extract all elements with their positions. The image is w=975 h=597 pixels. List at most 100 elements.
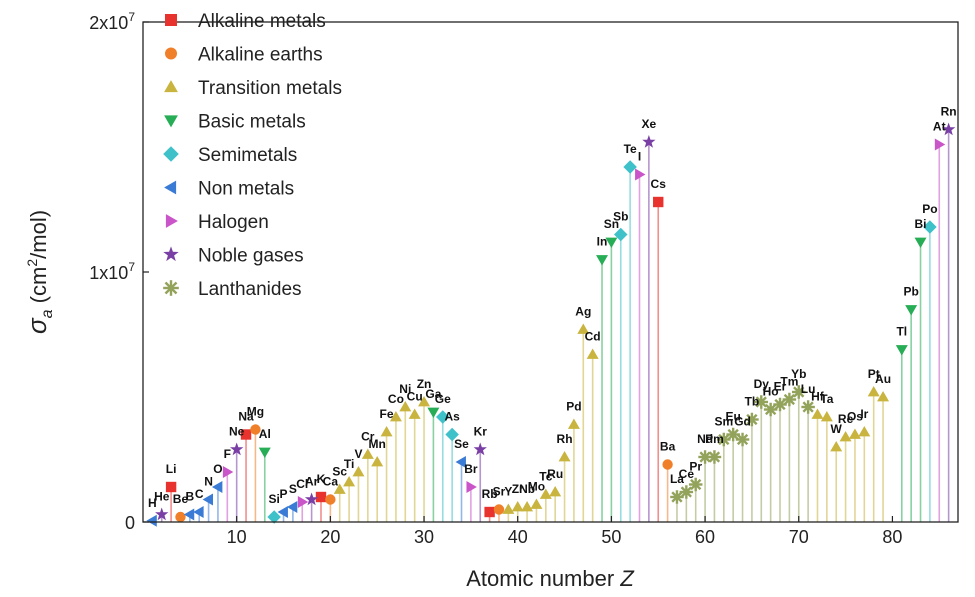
marker-transition-metals-zr (511, 501, 524, 512)
x-tick-label: 20 (320, 527, 340, 547)
marker-basic-metals-pb (905, 305, 918, 316)
element-label-ba: Ba (660, 440, 676, 454)
element-label-ca: Ca (323, 475, 339, 489)
x-tick-label: 50 (601, 527, 621, 547)
x-tick-label: 10 (227, 527, 247, 547)
legend-label-noble-gases: Noble gases (198, 246, 304, 267)
marker-lanthanides-eu (726, 427, 740, 442)
marker-transition-metals-au (877, 391, 890, 402)
marker-alkaline-earths-ba (662, 459, 673, 470)
x-axis-ticks: 10 20 30 40 50 60 70 80 (227, 516, 902, 547)
marker-alkaline-metals-na (240, 429, 252, 440)
marker-transition-metals-ir (858, 426, 871, 437)
element-label-sb: Sb (613, 210, 628, 224)
marker-non-metals-c (193, 506, 204, 518)
element-label-pd: Pd (566, 400, 581, 414)
marker-transition-metals-zn (418, 396, 431, 407)
marker-lanthanides-tb (745, 412, 759, 427)
element-label-nd: Nd (697, 432, 713, 446)
legend-marker-non-metals (164, 180, 177, 195)
legend-marker-alkaline-metals (165, 14, 177, 26)
marker-alkaline-earths-ca (325, 494, 336, 505)
element-label-mn: Mn (369, 437, 386, 451)
element-label-i: I (638, 150, 641, 164)
legend-label-non-metals: Non metals (198, 179, 294, 200)
element-label-he: He (154, 490, 170, 504)
element-label-ga: Ga (425, 387, 441, 401)
legend-label-semimetals: Semimetals (198, 145, 297, 166)
element-label-si: Si (268, 492, 279, 506)
marker-non-metals-h (146, 514, 157, 527)
element-label-ag: Ag (575, 305, 591, 319)
element-label-se: Se (454, 437, 469, 451)
marker-transition-metals-fe (380, 426, 393, 437)
markers-layer (146, 122, 956, 527)
marker-transition-metals-ru (549, 486, 562, 497)
marker-transition-metals-v (352, 466, 365, 477)
element-label-pr: Pr (689, 460, 702, 474)
element-label-s: S (289, 482, 297, 496)
marker-alkaline-earths-mg (250, 424, 261, 435)
element-label-h: H (148, 496, 157, 510)
element-label-sm: Sm (714, 415, 733, 429)
element-label-lu: Lu (801, 382, 816, 396)
marker-lanthanides-sm (717, 432, 731, 447)
element-label-cd: Cd (585, 330, 601, 344)
legend-label-alkaline-earths: Alkaline earths (198, 45, 323, 66)
marker-basic-metals-tl (895, 345, 908, 356)
marker-lanthanides-gd (735, 432, 750, 447)
marker-semimetals-sb (613, 227, 628, 242)
element-label-rb: Rb (482, 487, 498, 501)
legend-label-halogen: Halogen (198, 212, 269, 233)
element-label-ni: Ni (399, 382, 411, 396)
y-tick-label: 2x107 (89, 10, 135, 33)
element-label-cs: Cs (651, 177, 667, 191)
x-tick-label: 80 (882, 527, 902, 547)
marker-semimetals-po (923, 220, 937, 234)
marker-lanthanides-la (670, 490, 684, 504)
element-label-cu: Cu (407, 390, 423, 404)
marker-transition-metals-sc (333, 483, 346, 494)
legend-label-lanthanides: Lanthanides (198, 279, 302, 300)
element-label-na: Na (238, 410, 254, 424)
marker-non-metals-b (183, 508, 195, 521)
marker-lanthanides-er (773, 397, 787, 412)
element-label-tb: Tb (745, 395, 760, 409)
element-label-k: K (317, 472, 326, 486)
marker-transition-metals-nb (521, 501, 534, 512)
x-tick-label: 40 (508, 527, 528, 547)
marker-halogen-at (934, 138, 946, 151)
element-label-sr: Sr (493, 485, 506, 499)
marker-semimetals-te (623, 160, 637, 174)
marker-non-metals-se (455, 456, 466, 468)
element-label-cr: Cr (361, 430, 375, 444)
x-tick-label: 70 (789, 527, 809, 547)
element-label-as: As (444, 410, 460, 424)
marker-alkaline-earths-be (175, 511, 186, 523)
marker-lanthanides-pm (707, 450, 722, 464)
element-label-fe: Fe (380, 407, 394, 421)
element-label-f: F (224, 447, 231, 461)
marker-basic-metals-ga (427, 407, 440, 418)
marker-lanthanides-ce (679, 485, 694, 499)
legend-marker-alkaline-earths (165, 47, 177, 60)
marker-halogen-f (222, 466, 234, 478)
marker-noble-gases-he (155, 507, 169, 521)
element-label-hf: Hf (811, 390, 825, 404)
element-label-sn: Sn (604, 217, 619, 231)
marker-semimetals-ge (436, 410, 450, 424)
element-label-p: P (280, 487, 288, 501)
marker-alkaline-metals-cs (653, 196, 664, 208)
element-label-be: Be (173, 492, 189, 506)
marker-noble-gases-xe (642, 135, 656, 148)
element-label-er: Er (774, 380, 787, 394)
element-label-ru: Ru (547, 467, 563, 481)
legend-marker-halogen (165, 214, 178, 228)
element-label-dy: Dy (754, 377, 770, 391)
x-tick-label: 30 (414, 527, 434, 547)
element-label-la: La (670, 472, 684, 486)
element-label-bi: Bi (915, 217, 927, 231)
marker-lanthanides-pr (688, 477, 703, 492)
element-label-co: Co (388, 392, 404, 406)
